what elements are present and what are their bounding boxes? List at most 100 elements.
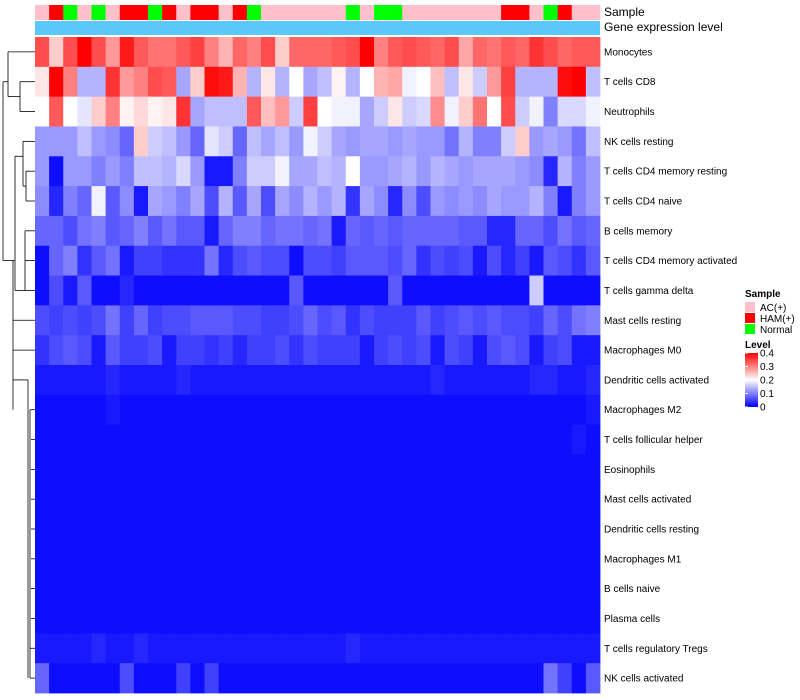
sample-annotation-cell [458,5,474,20]
heatmap-cell [331,335,347,366]
heatmap-cell [402,394,417,426]
heatmap-cell [374,126,389,157]
heatmap-cell [571,215,587,247]
heatmap-cell [246,245,262,276]
heatmap-cell [487,603,502,634]
heatmap-cell [261,365,276,396]
heatmap-cell [91,66,107,98]
heatmap-cell [218,663,234,694]
heatmap-cell [487,394,502,426]
heatmap-cell [105,275,121,306]
heatmap-cell [444,305,460,336]
heatmap-cell [331,365,347,396]
heatmap-cell [77,514,92,545]
heatmap-cell [190,37,205,68]
heatmap-cell [444,514,460,545]
heatmap-cell [515,215,530,247]
expression-annotation-label: Gene expression level [604,20,723,34]
heatmap-cell [49,365,64,396]
heatmap-cell [119,484,135,515]
heatmap-cell [557,96,573,127]
heatmap-cell [359,66,375,98]
heatmap-cell [571,186,587,217]
heatmap-cell [49,573,64,604]
heatmap-cell [289,186,304,217]
heatmap-cell [374,543,389,575]
heatmap-cell [289,156,304,187]
heatmap-cell [204,126,220,157]
heatmap-cell [246,37,262,68]
heatmap-cell [218,186,234,217]
heatmap-cell [63,514,78,545]
heatmap-cell [515,156,530,187]
heatmap-cell [501,37,516,68]
heatmap-cell [246,454,262,485]
heatmap-cell [133,305,149,336]
heatmap-cell [402,96,417,127]
heatmap-cell [162,365,177,396]
sample-annotation-cell [501,5,516,20]
heatmap-cell [571,156,587,187]
heatmap-cell [275,335,290,366]
heatmap-cell [77,484,92,515]
heatmap-cell [176,186,191,217]
heatmap-cell [133,215,149,247]
heatmap-cell [571,484,587,515]
heatmap-cell [190,514,205,545]
heatmap-cell [303,543,318,575]
heatmap-cell [430,186,446,217]
heatmap-cell [204,66,220,98]
heatmap-cell [218,96,234,127]
heatmap-cell [133,394,149,426]
heatmap-cell [402,603,417,634]
sample-annotation-cell [374,5,389,20]
heatmap-cell [359,275,375,306]
heatmap-cell [232,663,248,694]
heatmap-cell [331,514,347,545]
heatmap-cell [275,365,290,396]
heatmap-cell [487,156,502,187]
heatmap-cell [275,663,290,694]
heatmap-cell [289,96,304,127]
heatmap-cell [515,66,530,98]
heatmap-cell [63,603,78,634]
heatmap-cell [529,186,544,217]
heatmap-cell [430,335,446,366]
heatmap-cell [133,156,149,187]
heatmap-cell [416,66,431,98]
legend-label-ham: HAM(+) [760,314,795,325]
heatmap-cell [557,37,573,68]
heatmap-cell [35,305,50,336]
heatmap-cell [77,424,92,455]
heatmap-cell [585,37,601,68]
heatmap-cell [289,514,304,545]
row-label: T cells gamma delta [604,286,694,297]
heatmap-cell [148,603,163,634]
heatmap-cell [275,186,290,217]
heatmap-cell [388,66,403,98]
heatmap-cell [487,66,502,98]
heatmap-cell [543,424,559,455]
heatmap-cell [345,305,361,336]
heatmap-cell [162,394,177,426]
heatmap-cell [91,275,107,306]
heatmap-cell [331,424,347,455]
heatmap-cell [119,543,135,575]
heatmap-cell [289,424,304,455]
heatmap-cell [49,37,64,68]
heatmap-cell [529,335,544,366]
heatmap-cell [444,633,460,664]
heatmap-cell [374,484,389,515]
heatmap-cell [402,66,417,98]
heatmap-cell [105,365,121,396]
heatmap-cell [261,633,276,664]
heatmap-cell [416,215,431,247]
heatmap-cell [303,573,318,604]
heatmap-cell [148,484,163,515]
heatmap-cell [204,186,220,217]
heatmap-cell [402,156,417,187]
heatmap-cell [105,514,121,545]
heatmap-cell [190,305,205,336]
heatmap-cell [119,215,135,247]
heatmap-cell [35,156,50,187]
